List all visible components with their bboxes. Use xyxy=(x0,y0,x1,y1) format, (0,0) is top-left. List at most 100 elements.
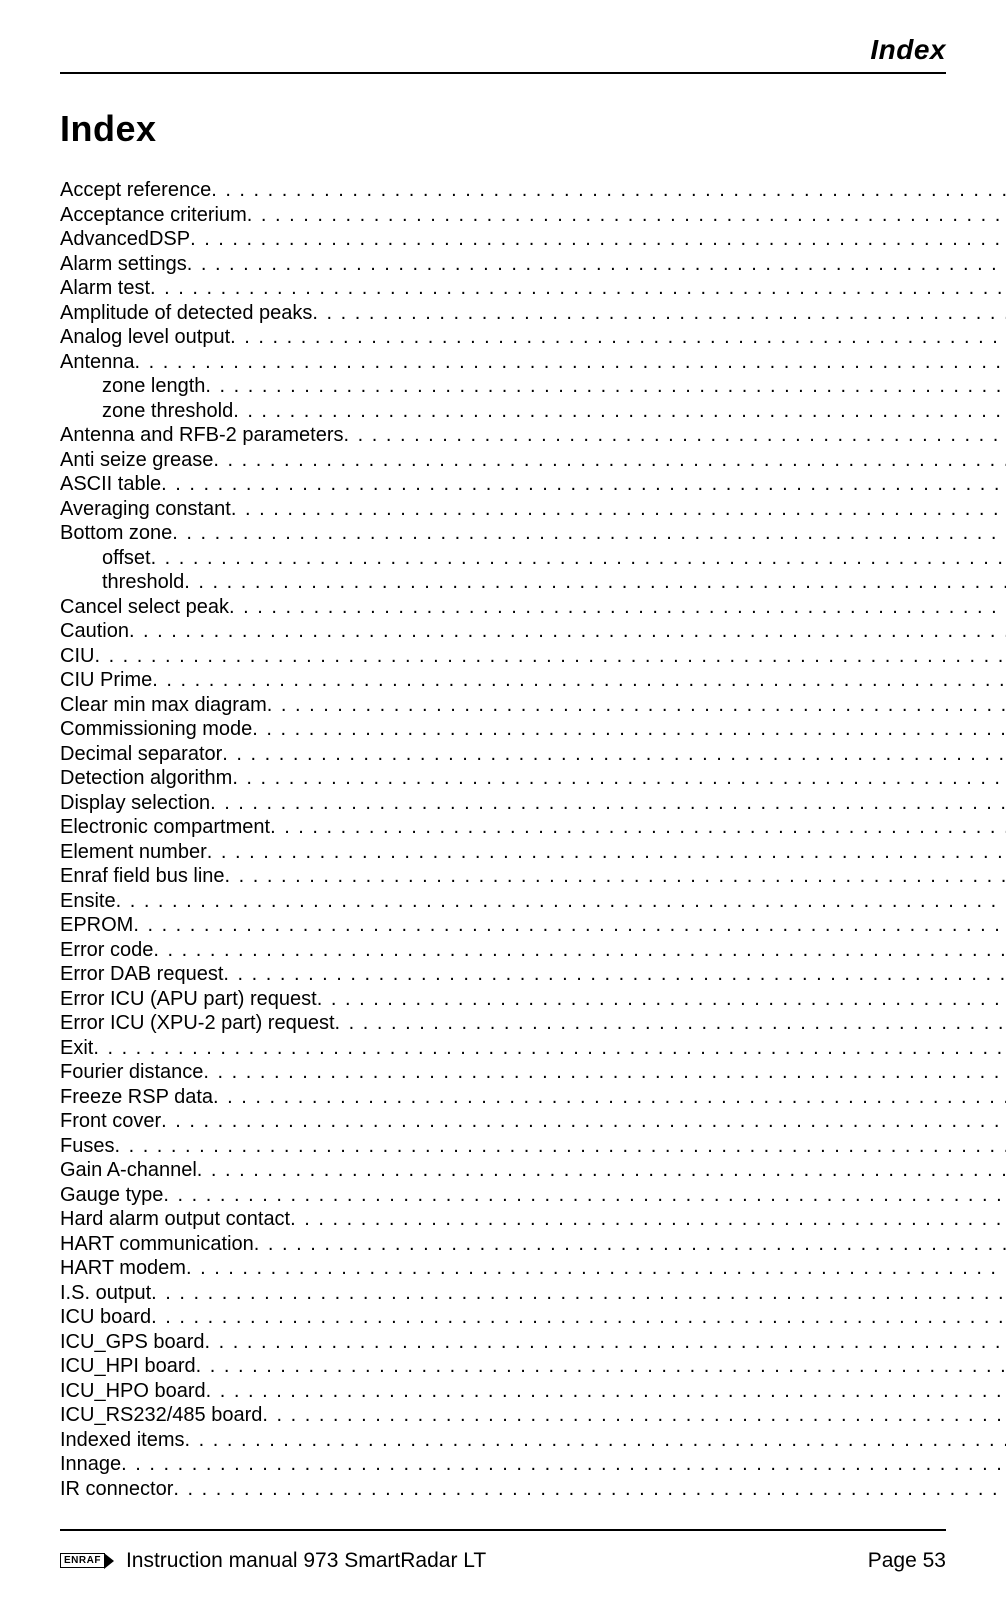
index-term: Indexed items xyxy=(60,1428,185,1453)
leader-dots xyxy=(94,644,1006,669)
index-term: Averaging constant xyxy=(60,497,231,522)
index-term: Element number xyxy=(60,840,207,865)
index-entry: Exit 17, 21 xyxy=(60,1036,1006,1061)
leader-dots xyxy=(151,546,1006,571)
index-term: Fourier distance xyxy=(60,1060,203,1085)
index-entry: Amplitude of detected peaks 26, 36 xyxy=(60,301,1006,326)
index-heading: Index xyxy=(60,108,157,150)
index-term: Error ICU (XPU-2 part) request xyxy=(60,1011,335,1036)
index-term: Error DAB request xyxy=(60,962,223,987)
index-entry: Bottom zone 24, 32 xyxy=(60,521,1006,546)
index-term: Amplitude of detected peaks xyxy=(60,301,312,326)
page-header: Index xyxy=(60,34,946,74)
index-entry: Gauge type 17, 43, 46 xyxy=(60,1183,1006,1208)
index-term: Alarm settings xyxy=(60,252,187,277)
leader-dots xyxy=(116,889,1006,914)
leader-dots xyxy=(93,1036,1006,1061)
index-term: ICU board xyxy=(60,1305,151,1330)
leader-dots xyxy=(161,1109,1006,1134)
index-entry: HART modem 15 xyxy=(60,1256,1006,1281)
leader-dots xyxy=(213,1085,1006,1110)
index-entry: Fourier distance 24 xyxy=(60,1060,1006,1085)
index-term: Error ICU (APU part) request xyxy=(60,987,317,1012)
leader-dots xyxy=(270,815,1006,840)
leader-dots xyxy=(196,1354,1006,1379)
index-entry: Error ICU (XPU-2 part) request 36, 40 xyxy=(60,1011,1006,1036)
index-term: HART modem xyxy=(60,1256,186,1281)
page: Index Index Accept reference 22, 35Accep… xyxy=(0,0,1006,1601)
index-term: Alarm test xyxy=(60,276,150,301)
index-entry: Clear min max diagram 39 xyxy=(60,693,1006,718)
leader-dots xyxy=(230,325,1006,350)
index-term: threshold xyxy=(60,570,184,595)
index-entry: Anti seize grease 38, 47 xyxy=(60,448,1006,473)
index-entry: zone length 23, 25 xyxy=(60,374,1006,399)
index-term: Freeze RSP data xyxy=(60,1085,213,1110)
index-entry: EPROM 43, 44, 45, 47, 51 xyxy=(60,913,1006,938)
index-term: Enraf field bus line xyxy=(60,864,225,889)
index-entry: ICU_RS232/485 board 6, 9, 37, 44, 45, 47 xyxy=(60,1403,1006,1428)
leader-dots xyxy=(163,1183,1006,1208)
index-term: zone length xyxy=(60,374,205,399)
index-term: ICU_RS232/485 board xyxy=(60,1403,262,1428)
leader-dots xyxy=(114,1134,1006,1159)
index-term: I.S. output xyxy=(60,1281,151,1306)
index-entry: Front cover 37, 47 xyxy=(60,1109,1006,1134)
index-entry: Ensite 12 xyxy=(60,889,1006,914)
index-term: Acceptance criterium xyxy=(60,203,247,228)
index-term: zone threshold xyxy=(60,399,233,424)
index-entry: Commissioning mode 22, 35 xyxy=(60,717,1006,742)
leader-dots xyxy=(150,276,1006,301)
leader-dots xyxy=(151,1305,1006,1330)
index-term: Gain A-channel xyxy=(60,1158,197,1183)
index-entry: Hard alarm output contact 6, 9 xyxy=(60,1207,1006,1232)
index-entry: offset 24, 25 xyxy=(60,546,1006,571)
leader-dots xyxy=(206,1379,1006,1404)
leader-dots xyxy=(185,1428,1006,1453)
index-entry: zone threshold 23, 25 xyxy=(60,399,1006,424)
leader-dots xyxy=(252,717,1006,742)
leader-dots xyxy=(205,1330,1006,1355)
index-term: Front cover xyxy=(60,1109,161,1134)
index-entry: Error code 22, 36, 40 xyxy=(60,938,1006,963)
index-term: CIU xyxy=(60,644,94,669)
enraf-logo-text: ENRAF xyxy=(60,1553,105,1568)
index-term: Electronic compartment xyxy=(60,815,270,840)
index-entry: Error ICU (APU part) request 36, 40, 41 xyxy=(60,987,1006,1012)
leader-dots xyxy=(211,178,1006,203)
index-term: ICU_GPS board xyxy=(60,1330,205,1355)
leader-dots xyxy=(213,448,1006,473)
leader-dots xyxy=(207,840,1006,865)
leader-dots xyxy=(161,472,1006,497)
leader-dots xyxy=(229,595,1006,620)
index-entry: Antenna and RFB-2 parameters 46 xyxy=(60,423,1006,448)
leader-dots xyxy=(172,521,1006,546)
leader-dots xyxy=(190,227,1006,252)
leader-dots xyxy=(187,252,1006,277)
leader-dots xyxy=(186,1256,1006,1281)
index-entry: Gain A-channel 38 xyxy=(60,1158,1006,1183)
index-entry: Decimal separator 19 xyxy=(60,742,1006,767)
index-term: Caution xyxy=(60,619,129,644)
index-entry: Analog level output 6, 9 xyxy=(60,325,1006,350)
index-entry: ICU_HPO board 6, 9, 37, 44, 45, 47, 51 xyxy=(60,1379,1006,1404)
leader-dots xyxy=(312,301,1006,326)
index-entry: ICU_GPS board 37, 44, 47 xyxy=(60,1330,1006,1355)
index-term: Clear min max diagram xyxy=(60,693,267,718)
index-columns: Accept reference 22, 35Acceptance criter… xyxy=(60,178,946,1501)
index-entry: Detection algorithm 31 xyxy=(60,766,1006,791)
leader-dots xyxy=(173,1477,1006,1502)
leader-dots xyxy=(151,1281,1006,1306)
index-entry: threshold 24, 25 xyxy=(60,570,1006,595)
leader-dots xyxy=(222,742,1006,767)
index-term: offset xyxy=(60,546,151,571)
leader-dots xyxy=(205,374,1006,399)
index-term: Antenna xyxy=(60,350,135,375)
index-term: Detection algorithm xyxy=(60,766,232,791)
index-term: Antenna and RFB-2 parameters xyxy=(60,423,344,448)
index-term: Gauge type xyxy=(60,1183,163,1208)
footer-rule xyxy=(60,1529,946,1531)
index-term: Anti seize grease xyxy=(60,448,213,473)
index-entry: Indexed items 13 xyxy=(60,1428,1006,1453)
index-term: ASCII table xyxy=(60,472,161,497)
